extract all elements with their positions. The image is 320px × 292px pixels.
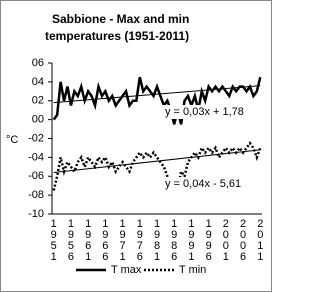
label-bg — [160, 105, 260, 119]
y-tick-label: 00 — [32, 114, 44, 126]
trendline — [53, 149, 261, 173]
y-tick-label: 02 — [32, 95, 44, 107]
chart-title: Sabbione - Max and min — [52, 12, 189, 26]
chart: Sabbione - Max and min temperatures (195… — [0, 0, 272, 292]
y-tick-label: -02 — [28, 132, 44, 144]
chart-title: temperatures (1951-2011) — [45, 29, 189, 43]
y-tick-label: -10 — [28, 208, 44, 220]
legend-label: T max — [111, 264, 142, 276]
y-tick-label: -04 — [28, 151, 44, 163]
y-tick-label: -08 — [28, 189, 44, 201]
trendline — [53, 85, 261, 104]
trend-label: y = 0,04x - 5,61 — [165, 178, 241, 190]
y-tick-label: -06 — [28, 170, 44, 182]
y-tick-label: 04 — [32, 76, 44, 88]
frame — [0, 0, 272, 292]
label-bg — [160, 177, 260, 191]
y-tick-label: 06 — [32, 57, 44, 69]
legend-label: T min — [179, 264, 206, 276]
series-line — [52, 76, 262, 125]
y-axis-label: °C — [6, 134, 18, 146]
trend-label: y = 0,03x + 1,78 — [165, 106, 244, 118]
